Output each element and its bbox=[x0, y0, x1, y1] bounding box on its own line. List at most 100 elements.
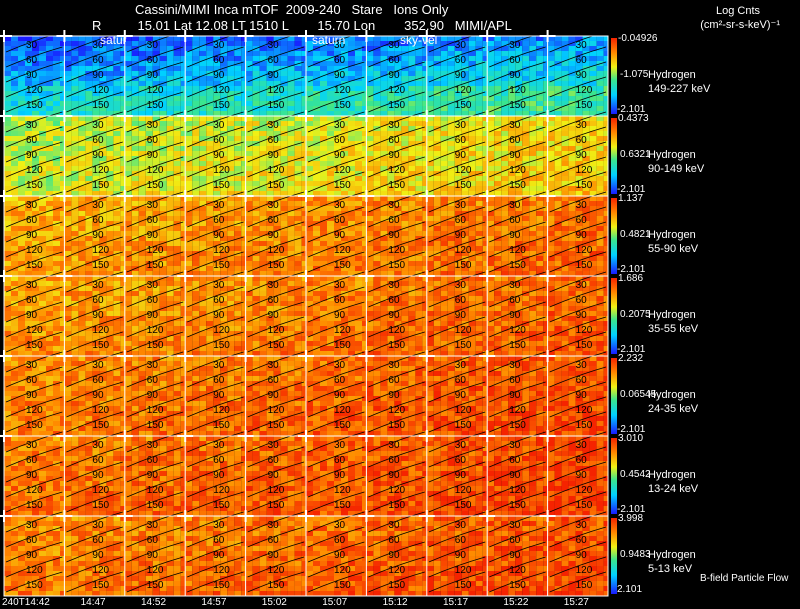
heatmap-cell bbox=[99, 91, 107, 96]
heatmap-cell bbox=[4, 111, 11, 116]
heatmap-cell bbox=[461, 86, 469, 91]
heatmap-cell bbox=[206, 116, 214, 121]
heatmap-cell bbox=[508, 61, 516, 66]
pitch-contour-label: 60 bbox=[334, 55, 346, 66]
heatmap-cell bbox=[529, 126, 537, 131]
heatmap-cell bbox=[199, 101, 207, 106]
heatmap-cell bbox=[18, 106, 25, 111]
heatmap-cell bbox=[145, 111, 153, 116]
heatmap-cell bbox=[366, 51, 374, 56]
heatmap-cell bbox=[348, 176, 355, 181]
heatmap-cell bbox=[213, 91, 221, 96]
heatmap-cell bbox=[294, 66, 302, 71]
heatmap-cell bbox=[362, 86, 367, 91]
heatmap-cell bbox=[596, 101, 604, 106]
heatmap-cell bbox=[64, 341, 72, 346]
heatmap-cell bbox=[603, 211, 608, 216]
heatmap-cell bbox=[501, 216, 509, 221]
heatmap-cell bbox=[341, 166, 348, 171]
heatmap-cell bbox=[60, 76, 65, 81]
heatmap-cell bbox=[106, 141, 114, 146]
heatmap-cell bbox=[561, 211, 569, 216]
heatmap-cell bbox=[25, 126, 32, 131]
heatmap-cell bbox=[596, 41, 604, 46]
heatmap-cell bbox=[106, 46, 114, 51]
pitch-contour-label: 90 bbox=[388, 70, 400, 81]
heatmap-cell bbox=[18, 126, 25, 131]
heatmap-cell bbox=[199, 241, 207, 246]
heatmap-cell bbox=[341, 91, 348, 96]
heatmap-cell bbox=[180, 246, 186, 251]
heatmap-cell bbox=[152, 36, 160, 41]
heatmap-cell bbox=[25, 181, 32, 186]
heatmap-cell bbox=[408, 51, 416, 56]
heatmap-cell bbox=[596, 56, 604, 61]
heatmap-cell bbox=[64, 131, 72, 136]
heatmap-cell bbox=[85, 336, 93, 341]
heatmap-cell bbox=[11, 121, 18, 126]
heatmap-cell bbox=[113, 106, 121, 111]
heatmap-cell bbox=[380, 91, 388, 96]
heatmap-cell bbox=[334, 136, 341, 141]
heatmap-cell bbox=[85, 176, 93, 181]
heatmap-cell bbox=[348, 111, 355, 116]
heatmap-cell bbox=[433, 191, 441, 196]
heatmap-cell bbox=[589, 81, 597, 86]
heatmap-cell bbox=[11, 41, 18, 46]
heatmap-cell bbox=[355, 96, 362, 101]
heatmap-cell bbox=[99, 216, 107, 221]
heatmap-cell bbox=[64, 326, 72, 331]
pitch-contour bbox=[66, 221, 123, 243]
heatmap-cell bbox=[362, 106, 367, 111]
heatmap-cell bbox=[508, 121, 516, 126]
heatmap-cell bbox=[99, 191, 107, 196]
heatmap-cell bbox=[138, 181, 146, 186]
heatmap-cell bbox=[373, 96, 381, 101]
heatmap-cell bbox=[575, 176, 583, 181]
heatmap-cell bbox=[482, 181, 488, 186]
heatmap-cell bbox=[522, 166, 530, 171]
heatmap-cell bbox=[259, 181, 267, 186]
heatmap-cell bbox=[373, 36, 381, 41]
heatmap-cell bbox=[120, 81, 125, 86]
heatmap-cell bbox=[547, 181, 555, 186]
heatmap-cell bbox=[138, 201, 146, 206]
heatmap-cell bbox=[408, 216, 416, 221]
heatmap-cell bbox=[199, 126, 207, 131]
heatmap-cell bbox=[482, 261, 488, 266]
heatmap-cell bbox=[206, 71, 214, 76]
heatmap-cell bbox=[85, 236, 93, 241]
heatmap-cell bbox=[603, 231, 608, 236]
heatmap-cell bbox=[213, 81, 221, 86]
heatmap-cell bbox=[334, 186, 341, 191]
heatmap-cell bbox=[53, 291, 60, 296]
heatmap-cell bbox=[482, 126, 488, 131]
heatmap-cell bbox=[327, 121, 334, 126]
heatmap-cell bbox=[152, 196, 160, 201]
heatmap-cell bbox=[366, 81, 374, 86]
heatmap-cell bbox=[433, 86, 441, 91]
heatmap-cell bbox=[320, 141, 327, 146]
heatmap-cell bbox=[124, 51, 132, 56]
heatmap-cell bbox=[152, 86, 160, 91]
heatmap-cell bbox=[468, 36, 476, 41]
heatmap-cell bbox=[25, 46, 32, 51]
heatmap-cell bbox=[561, 126, 569, 131]
heatmap-cell bbox=[433, 81, 441, 86]
heatmap-cell bbox=[180, 51, 186, 56]
heatmap-cell bbox=[447, 61, 455, 66]
heatmap-cell bbox=[494, 226, 502, 231]
heatmap-cell bbox=[92, 36, 100, 41]
heatmap-cell bbox=[245, 191, 253, 196]
heatmap-cell bbox=[266, 191, 274, 196]
heatmap-cell bbox=[508, 181, 516, 186]
heatmap-cell bbox=[60, 321, 65, 326]
heatmap-cell bbox=[131, 136, 139, 141]
heatmap-cell bbox=[547, 151, 555, 156]
heatmap-cell bbox=[180, 231, 186, 236]
pitch-contour-label: 90 bbox=[26, 310, 38, 321]
heatmap-cell bbox=[341, 136, 348, 141]
heatmap-cell bbox=[152, 271, 160, 276]
heatmap-cell bbox=[568, 36, 576, 41]
heatmap-cell bbox=[508, 106, 516, 111]
